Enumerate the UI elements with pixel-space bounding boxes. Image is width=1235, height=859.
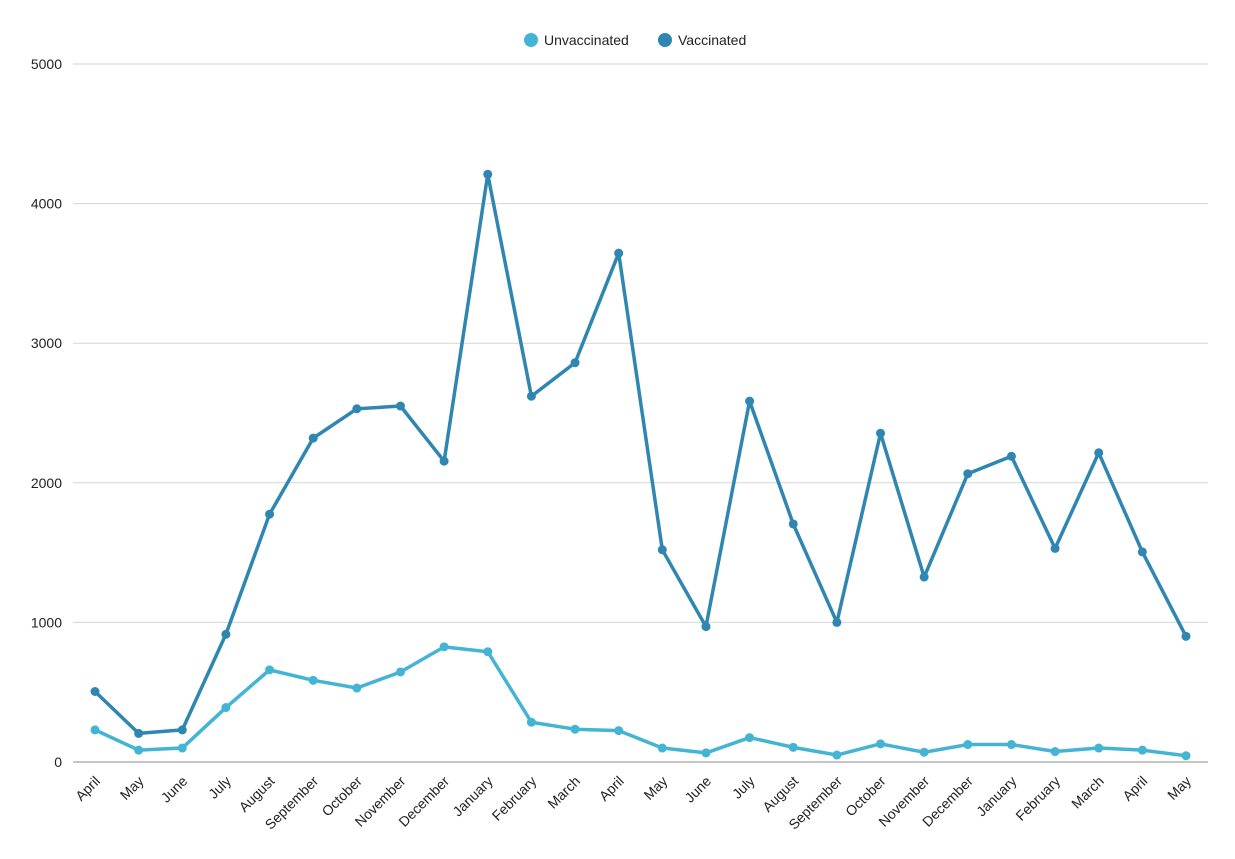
unvaccinated-point[interactable] — [788, 742, 798, 752]
y-tick-label: 0 — [54, 754, 62, 770]
vaccinated-point[interactable] — [701, 622, 711, 632]
vaccinated-point[interactable] — [265, 509, 275, 519]
unvaccinated-point[interactable] — [1050, 747, 1060, 757]
x-tick-label: May — [1164, 773, 1194, 803]
vaccinated-point[interactable] — [352, 404, 362, 414]
legend[interactable]: Unvaccinated Vaccinated — [524, 32, 746, 48]
unvaccinated-point[interactable] — [308, 675, 318, 685]
unvaccinated-point[interactable] — [1137, 745, 1147, 755]
y-tick-label: 5000 — [31, 56, 62, 72]
vaccinated-point[interactable] — [1137, 547, 1147, 557]
vaccinated-point[interactable] — [395, 401, 405, 411]
unvaccinated-point[interactable] — [1181, 751, 1191, 761]
gridlines — [73, 63, 1208, 763]
unvaccinated-point[interactable] — [876, 739, 886, 749]
vaccinated-line — [93, 172, 1188, 736]
legend-item-unvaccinated[interactable]: Unvaccinated — [524, 32, 629, 48]
x-axis: April May June July AugustSeptemberOctoberNo… — [72, 773, 1194, 833]
vaccinated-point[interactable] — [439, 456, 449, 466]
vaccinated-point[interactable] — [1006, 451, 1016, 461]
unvaccinated-point[interactable] — [570, 724, 580, 734]
unvaccinated-point[interactable] — [177, 743, 187, 753]
vaccinated-point[interactable] — [1181, 631, 1191, 641]
unvaccinated-point[interactable] — [395, 667, 405, 677]
x-tick-label: May — [117, 773, 147, 803]
unvaccinated-point[interactable] — [963, 740, 973, 750]
legend-label: Unvaccinated — [544, 32, 629, 48]
vaccinated-point[interactable] — [788, 519, 798, 529]
y-tick-label: 1000 — [31, 614, 62, 630]
unvaccinated-point[interactable] — [1094, 743, 1104, 753]
x-tick-label: April — [1119, 773, 1150, 804]
legend-swatch — [658, 33, 672, 47]
x-tick-label: March — [1068, 773, 1107, 812]
y-axis: 0 1000 2000 3000 4000 5000 — [31, 56, 62, 770]
unvaccinated-point[interactable] — [832, 750, 842, 760]
legend-swatch — [524, 33, 538, 47]
vaccinated-point[interactable] — [483, 169, 493, 179]
x-tick-label: June — [158, 773, 191, 806]
y-tick-label: 4000 — [31, 196, 62, 212]
vaccinated-point[interactable] — [177, 725, 187, 735]
x-tick-label: February — [489, 773, 540, 824]
x-tick-label: August — [236, 773, 278, 815]
unvaccinated-point[interactable] — [657, 743, 667, 753]
y-tick-label: 3000 — [31, 335, 62, 351]
vaccinated-point[interactable] — [134, 728, 144, 738]
unvaccinated-point[interactable] — [919, 747, 929, 757]
y-tick-label: 2000 — [31, 475, 62, 491]
series-vaccinated — [90, 169, 1191, 738]
series-group — [90, 169, 1191, 761]
unvaccinated-point[interactable] — [134, 745, 144, 755]
legend-item-vaccinated[interactable]: Vaccinated — [658, 32, 746, 48]
x-tick-label: July — [729, 773, 758, 802]
vaccinated-point[interactable] — [1094, 448, 1104, 458]
series-unvaccinated — [90, 642, 1191, 761]
legend-label: Vaccinated — [678, 32, 746, 48]
vaccinated-point[interactable] — [526, 391, 536, 401]
x-tick-label: April — [596, 773, 627, 804]
unvaccinated-point[interactable] — [90, 725, 100, 735]
vaccinated-point[interactable] — [221, 629, 231, 639]
vaccinated-point[interactable] — [832, 617, 842, 627]
vaccinated-point[interactable] — [1050, 543, 1060, 553]
x-tick-label: June — [681, 773, 714, 806]
vaccinated-point[interactable] — [876, 428, 886, 438]
unvaccinated-point[interactable] — [352, 683, 362, 693]
vaccinated-point[interactable] — [745, 396, 755, 406]
unvaccinated-point[interactable] — [483, 647, 493, 657]
vaccinated-point[interactable] — [570, 358, 580, 368]
x-tick-label: August — [759, 773, 801, 815]
unvaccinated-point[interactable] — [439, 642, 449, 652]
x-tick-label: February — [1012, 773, 1063, 824]
vaccinated-point[interactable] — [657, 545, 667, 555]
vaccinated-point[interactable] — [963, 469, 973, 479]
vaccinated-point[interactable] — [90, 687, 100, 697]
unvaccinated-point[interactable] — [614, 726, 624, 736]
x-tick-label: April — [72, 773, 103, 804]
vaccinated-point[interactable] — [308, 433, 318, 443]
x-tick-label: May — [640, 773, 670, 803]
x-tick-label: July — [205, 773, 234, 802]
unvaccinated-line — [93, 645, 1188, 758]
vaccinated-point[interactable] — [919, 572, 929, 582]
unvaccinated-point[interactable] — [745, 733, 755, 743]
unvaccinated-point[interactable] — [221, 703, 231, 713]
vaccinated-point[interactable] — [614, 248, 624, 258]
unvaccinated-point[interactable] — [1006, 740, 1016, 750]
unvaccinated-point[interactable] — [526, 717, 536, 727]
unvaccinated-point[interactable] — [265, 665, 275, 675]
x-tick-label: March — [544, 773, 583, 812]
unvaccinated-point[interactable] — [701, 748, 711, 758]
